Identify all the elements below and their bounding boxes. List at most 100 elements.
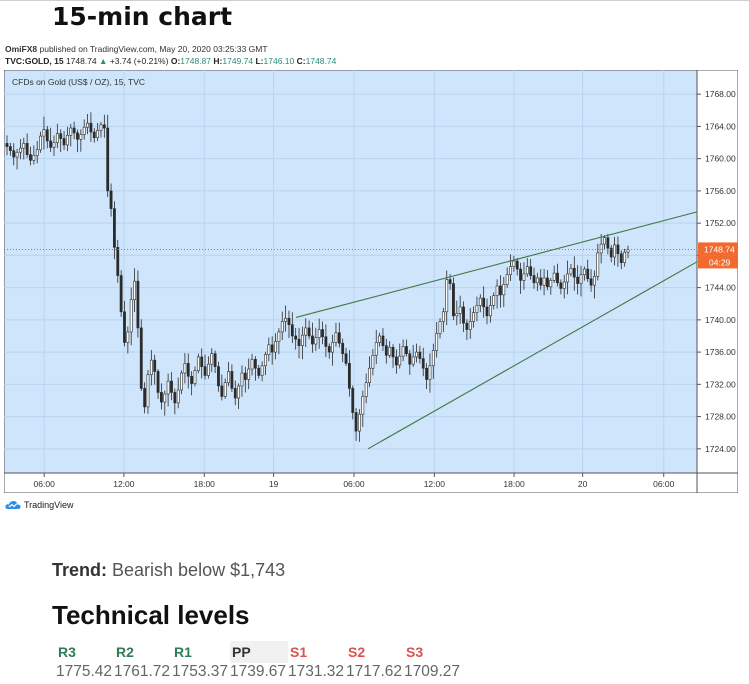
- page-title: 15-min chart: [52, 2, 233, 31]
- candle-body: [183, 363, 187, 374]
- technical-levels-table: R3 R2 R1 PP S1 S2 S3 1775.42 1761.72 1753.37 1739…: [56, 641, 462, 681]
- y-tick-label: 1724.00: [705, 444, 736, 454]
- tradingview-branding[interactable]: TradingView: [5, 500, 74, 510]
- candle-body: [180, 372, 183, 391]
- candle-body: [102, 124, 106, 129]
- candle-body: [351, 388, 355, 413]
- y-tick-label: 1764.00: [705, 121, 736, 131]
- cloud-icon: [5, 501, 21, 509]
- candle-body: [465, 322, 469, 330]
- candle-body: [156, 371, 160, 393]
- candle-body: [421, 358, 425, 369]
- level-header-r1: R1: [174, 644, 192, 660]
- candle-body: [331, 342, 335, 353]
- candle-body: [452, 283, 455, 317]
- x-tick-label: 06:00: [34, 479, 56, 489]
- candle-body: [217, 366, 220, 387]
- candle-body: [472, 312, 475, 322]
- candle-body: [337, 332, 341, 344]
- symbol-label: TVC:GOLD, 15: [5, 56, 64, 66]
- candle-body: [35, 149, 39, 156]
- candle-body: [15, 151, 19, 158]
- candle-body: [290, 324, 294, 337]
- level-header-r3: R3: [58, 644, 76, 660]
- candle-body: [153, 359, 157, 372]
- candle-body: [603, 237, 606, 245]
- candle-body: [388, 346, 392, 356]
- candle-body: [193, 370, 197, 384]
- level-value-r3: 1775.42: [56, 663, 113, 680]
- candle-body: [126, 331, 130, 343]
- plot-area: [4, 70, 698, 474]
- candle-body: [166, 380, 170, 395]
- level-value-s3: 1709.27: [404, 663, 461, 680]
- candle-body: [66, 134, 69, 146]
- candle-body: [384, 345, 388, 356]
- candle-body: [482, 297, 486, 308]
- chart-container[interactable]: 1724.00 1728.00 1732.00 1736.00 1740.00 1744.…: [4, 70, 738, 493]
- candle-body: [270, 344, 274, 353]
- candle-body: [160, 392, 163, 403]
- candle-body: [411, 356, 415, 365]
- candle-body: [368, 367, 371, 384]
- candle-body: [300, 334, 304, 346]
- tradingview-label: TradingView: [24, 500, 74, 510]
- candlestick-chart[interactable]: 1724.00 1728.00 1732.00 1736.00 1740.00 1744.…: [4, 70, 738, 493]
- candle-body: [492, 295, 496, 306]
- countdown-tag: [698, 255, 738, 269]
- candle-body: [401, 346, 405, 357]
- candle-body: [381, 335, 385, 346]
- candle-body: [213, 353, 217, 367]
- level-header-s2: S2: [348, 644, 366, 660]
- candle-body: [408, 353, 412, 365]
- candle-body: [515, 260, 519, 270]
- candle-body: [438, 321, 442, 334]
- candle-body: [626, 249, 630, 253]
- publisher-line: OmiFX8 published on TradingView.com, May…: [5, 44, 268, 54]
- x-tick-label: 06:00: [343, 479, 365, 489]
- high-label: H:: [213, 56, 223, 66]
- candle-body: [136, 280, 140, 329]
- candle-body: [324, 336, 328, 347]
- candle-body: [623, 251, 627, 263]
- candle-body: [32, 155, 36, 161]
- candle-body: [556, 272, 559, 284]
- levels-values-row: 1775.42 1761.72 1753.37 1739.67 1731.32 1717.…: [56, 663, 462, 681]
- chart-legend: CFDs on Gold (US$ / OZ), 15, TVC: [12, 77, 145, 87]
- candle-body: [539, 277, 543, 286]
- candle-body: [106, 127, 110, 192]
- candle-body: [488, 305, 492, 317]
- candle-body: [468, 321, 472, 330]
- trend-label: Trend:: [52, 560, 108, 580]
- y-tick-label: 1756.00: [705, 186, 736, 196]
- level-header-s1: S1: [290, 644, 308, 660]
- candle-body: [364, 382, 368, 397]
- technical-levels-title: Technical levels: [52, 600, 250, 630]
- candle-body: [593, 276, 596, 286]
- candle-body: [149, 359, 153, 375]
- open-value: 1748.87: [180, 56, 212, 66]
- candle-body: [264, 354, 267, 367]
- candle-body: [237, 385, 241, 399]
- levels-header-row: R3 R2 R1 PP S1 S2 S3: [56, 641, 462, 663]
- candle-body: [267, 344, 271, 355]
- publisher-author[interactable]: OmiFX8: [5, 44, 38, 54]
- candle-body: [378, 335, 382, 343]
- candle-body: [287, 317, 291, 325]
- candle-body: [532, 275, 536, 284]
- candle-body: [207, 363, 210, 376]
- candle-body: [398, 355, 402, 366]
- candle-body: [616, 244, 620, 255]
- candle-body: [455, 313, 459, 317]
- candle-body: [250, 359, 254, 370]
- candle-body: [220, 385, 224, 397]
- candle-body: [462, 306, 465, 324]
- candle-body: [19, 147, 22, 153]
- candle-body: [92, 131, 96, 139]
- candle-body: [39, 135, 42, 151]
- candle-body: [170, 380, 173, 393]
- candle-body: [609, 247, 613, 258]
- candle-body: [589, 278, 593, 286]
- y-tick-label: 1768.00: [705, 89, 736, 99]
- candle-body: [72, 127, 76, 134]
